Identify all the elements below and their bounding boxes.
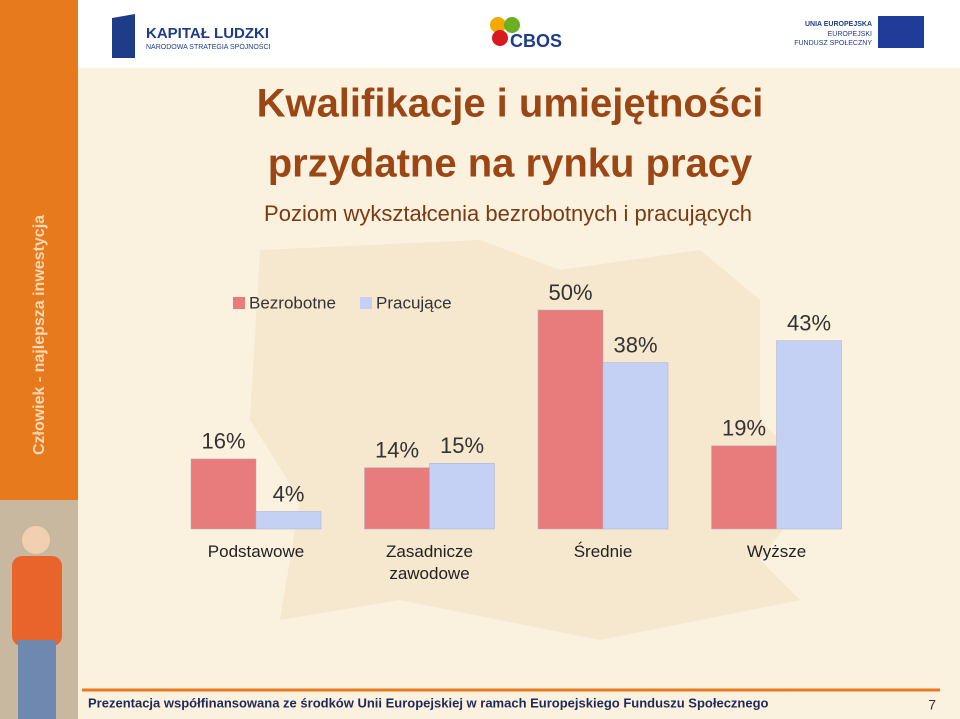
logo-text: CBOS <box>510 31 562 51</box>
legend-label: Pracujące <box>376 293 452 312</box>
photo-figure <box>12 556 62 646</box>
photo-figure <box>22 526 50 554</box>
x-tick-label: Wyższe <box>746 542 807 561</box>
data-label: 15% <box>440 433 484 458</box>
logo-text: FUNDUSZ SPOŁECZNY <box>794 40 872 47</box>
logo-icon <box>490 17 506 33</box>
legend-swatch <box>233 297 245 309</box>
logo-text: UNIA EUROPEJSKA <box>805 21 872 28</box>
logo-icon <box>504 17 520 33</box>
bar <box>429 463 495 530</box>
data-label: 4% <box>273 481 305 506</box>
header-band <box>0 0 960 68</box>
logo-icon <box>112 14 135 58</box>
logo-icon <box>492 30 508 46</box>
bar <box>364 467 430 530</box>
footer-text: Prezentacja współfinansowana ze środków … <box>88 695 769 710</box>
title: przydatne na rynku pracy <box>268 142 753 186</box>
title: Kwalifikacje i umiejętności <box>257 82 764 126</box>
data-label: 50% <box>548 280 592 305</box>
bar <box>602 362 669 530</box>
data-label: 43% <box>787 310 831 335</box>
eu-flag <box>878 16 924 48</box>
legend-label: Bezrobotne <box>249 293 336 312</box>
data-label: 38% <box>613 332 657 357</box>
logo-text: KAPITAŁ LUDZKI <box>146 25 269 42</box>
data-label: 14% <box>375 437 419 462</box>
map-shape <box>250 240 820 640</box>
bar <box>537 309 604 530</box>
bar <box>190 458 257 530</box>
x-tick-label: Zasadnicze zawodowe <box>386 542 473 583</box>
subtitle: Poziom wykształcenia bezrobotnych i prac… <box>264 201 752 226</box>
page-number: 7 <box>928 697 936 713</box>
bar <box>255 511 322 530</box>
sidebar-text: Człowiek - najlepsza inwestycja <box>31 215 48 455</box>
logo-text: NARODOWA STRATEGIA SPÓJNOŚCI <box>146 42 271 51</box>
data-label: 19% <box>722 416 766 441</box>
legend-swatch <box>360 297 372 309</box>
x-tick-label: Podstawowe <box>207 542 305 561</box>
data-label: 16% <box>201 429 245 454</box>
bar <box>711 445 777 530</box>
photo-figure <box>18 640 56 719</box>
x-tick-label: Średnie <box>573 542 633 561</box>
bar <box>776 340 842 530</box>
logo-text: EUROPEJSKI <box>828 31 872 38</box>
